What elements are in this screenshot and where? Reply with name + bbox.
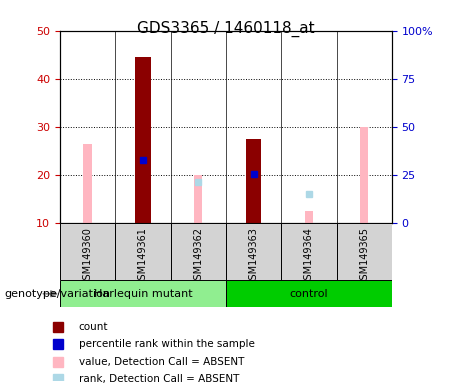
Text: GSM149362: GSM149362 <box>193 227 203 286</box>
Text: control: control <box>290 289 328 299</box>
Text: count: count <box>78 322 108 332</box>
Bar <box>281 223 337 280</box>
Bar <box>60 280 226 307</box>
Bar <box>171 223 226 280</box>
Bar <box>194 175 202 223</box>
Text: GSM149360: GSM149360 <box>83 227 93 286</box>
Text: GSM149361: GSM149361 <box>138 227 148 286</box>
Bar <box>83 144 92 223</box>
Bar <box>135 57 151 223</box>
Text: GDS3365 / 1460118_at: GDS3365 / 1460118_at <box>137 21 315 37</box>
Bar <box>226 223 281 280</box>
Bar <box>360 127 368 223</box>
Text: percentile rank within the sample: percentile rank within the sample <box>78 339 254 349</box>
Text: rank, Detection Call = ABSENT: rank, Detection Call = ABSENT <box>78 374 239 384</box>
Text: genotype/variation: genotype/variation <box>5 289 111 299</box>
Text: GSM149364: GSM149364 <box>304 227 314 286</box>
Text: value, Detection Call = ABSENT: value, Detection Call = ABSENT <box>78 357 244 367</box>
Bar <box>305 211 313 223</box>
Bar <box>337 223 392 280</box>
Bar <box>226 280 392 307</box>
Bar <box>115 223 171 280</box>
Text: Harlequin mutant: Harlequin mutant <box>94 289 192 299</box>
Text: GSM149365: GSM149365 <box>359 227 369 286</box>
Bar <box>60 223 115 280</box>
Bar <box>246 139 261 223</box>
Text: GSM149363: GSM149363 <box>248 227 259 286</box>
